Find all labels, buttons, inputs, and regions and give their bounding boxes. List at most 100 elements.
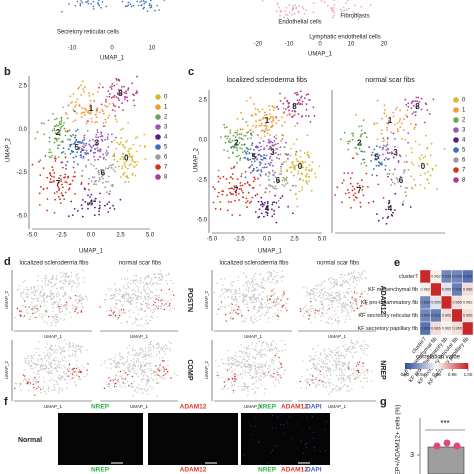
cell-dot [88,143,91,146]
cell-dot [314,368,316,370]
cell-dot [72,307,74,310]
cell-dot [42,386,45,388]
cell-dot [68,369,70,371]
cell-dot [333,14,335,17]
cell-dot [84,144,87,147]
y-tick-label: -2.5 [17,170,28,176]
cell-dot [55,137,58,140]
cell-dot [394,209,396,212]
cell-dot [48,386,50,388]
cell-dot [65,293,67,296]
cell-dot [89,145,92,148]
cell-dot [95,179,97,182]
cell-dot [158,374,160,376]
cell-dot [71,285,73,287]
cell-dot [53,157,56,160]
cell-dot [78,282,80,284]
cell-dot [158,382,160,384]
cell-dot [320,315,322,318]
cell-dot [53,127,56,130]
cell-dot [327,367,329,369]
cell-dot [58,137,60,140]
cell-dot [37,358,39,360]
cell-dot [241,365,243,367]
cell-dot [347,364,349,367]
cell-dot [59,174,62,177]
cell-dot [330,297,332,299]
cell-dot [93,99,95,102]
legend-label: 7 [164,165,168,171]
cell-dot [74,136,76,139]
cell-dot [231,280,233,283]
cell-dot [336,291,338,294]
cell-dot [315,366,318,369]
cell-dot [68,341,71,344]
cell-dot [72,166,75,169]
cell-dot [311,161,314,164]
cell-dot [148,351,150,353]
cell-dot [123,300,126,302]
cell-dot [144,145,147,147]
cell-dot [313,297,315,300]
cell-dot [116,371,119,373]
cell-dot [269,271,271,273]
cell-dot [344,374,346,376]
cell-dot [68,344,70,346]
cell-dot [272,152,275,155]
cell-dot [57,303,60,306]
cell-dot [217,377,220,379]
cell-dot [233,300,235,302]
cell-dot [30,292,32,294]
cell-dot [65,343,67,345]
cell-dot [352,375,355,377]
cell-dot [245,147,248,150]
cell-dot [246,137,249,140]
cell-dot [99,207,101,209]
cell-dot [126,380,129,382]
cell-dot [410,175,413,178]
cell-dot [134,137,137,139]
cell-dot [140,365,142,368]
cell-dot [404,98,407,101]
cell-dot [112,104,115,106]
cell-dot [241,118,244,120]
cell-dot [347,288,350,290]
cell-dot [119,358,122,361]
cell-dot [361,189,364,191]
cell-dot [330,300,333,302]
cell-dot [149,385,152,387]
cell-dot [356,362,359,364]
cell-dot [239,182,242,184]
cell-dot [120,93,122,95]
cell-dot [50,279,52,281]
cell-dot [35,351,37,354]
plot-title: normal scar fibs [119,261,161,267]
panel-label: d [4,256,11,268]
axis-title: UMAP_2 [4,291,9,310]
cell-dot [73,208,76,210]
cell-dot [223,149,226,152]
cell-dot [258,367,260,369]
cell-dot [27,355,29,357]
x-tick-label: 5.0 [146,233,155,239]
cell-dot [22,292,25,294]
cell-dot [64,276,67,279]
cell-dot [214,207,217,210]
cell-dot [272,148,275,151]
cell-dot [97,149,100,152]
cell-dot [363,299,365,301]
cell-dot [58,196,60,198]
cell-dot [19,314,21,316]
cell-dot [145,364,147,366]
cell-dot [352,342,354,345]
cell-dot [68,367,71,370]
cell-dot [46,301,48,303]
cell-dot [349,377,351,380]
cell-dot [349,182,352,185]
cell-dot [132,394,134,397]
cell-dot [124,378,127,380]
cell-dot [360,125,363,127]
cell-dot [224,314,227,316]
cell-dot [261,306,264,308]
cell-dot [235,185,238,187]
